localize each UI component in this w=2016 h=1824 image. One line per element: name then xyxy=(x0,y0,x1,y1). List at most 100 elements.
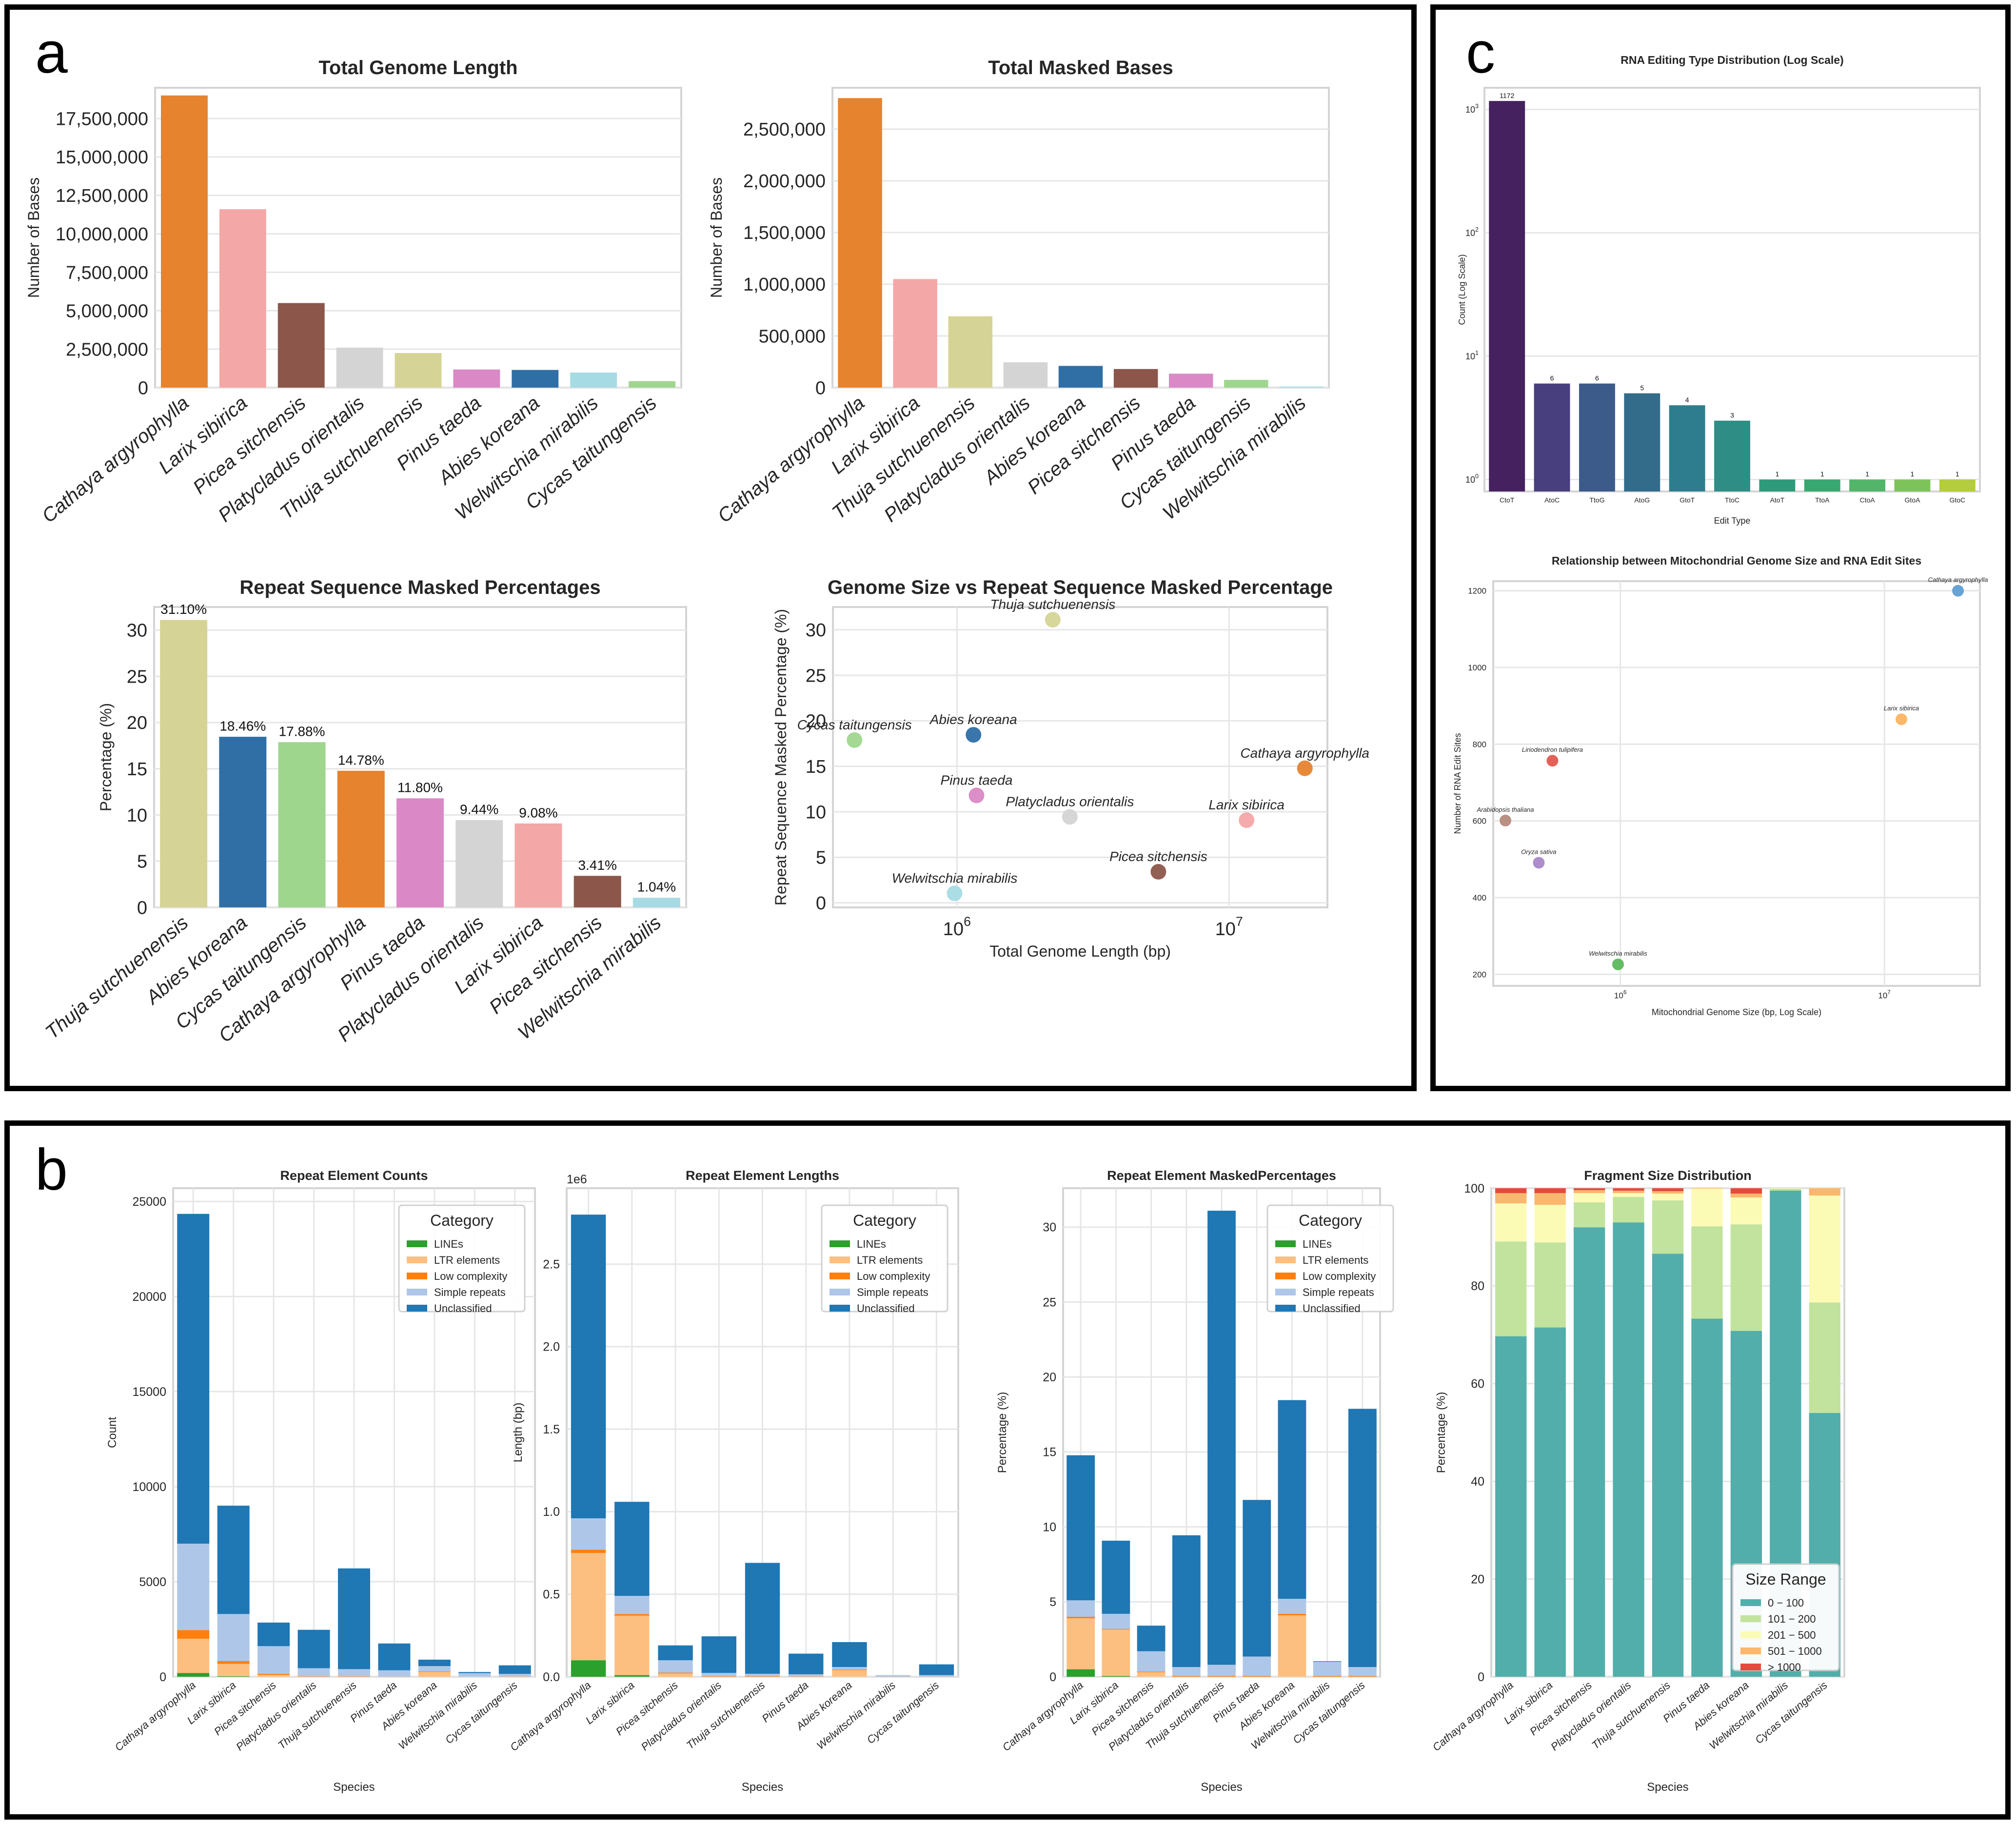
bar-platycladus-orientalis xyxy=(336,348,383,388)
bar-atot xyxy=(1759,479,1796,491)
legend-title: Category xyxy=(853,1212,916,1229)
segment-501-1000-platycladus-orientalis xyxy=(1613,1191,1644,1194)
y-tick-label: 40 xyxy=(1471,1475,1484,1489)
bar-gtoa xyxy=(1894,479,1931,491)
legend-entry: 101 − 200 xyxy=(1768,1613,1816,1625)
legend-entry: > 1000 xyxy=(1768,1661,1801,1673)
point-label: Cycas taitungensis xyxy=(797,717,912,732)
bar-welwitschia-mirabilis xyxy=(570,373,617,388)
x-axis-label: Species xyxy=(333,1781,375,1794)
legend-swatch xyxy=(1275,1289,1296,1295)
bar-larix-sibirica xyxy=(514,823,562,907)
point-abies-koreana xyxy=(966,727,982,743)
data-label: 4 xyxy=(1685,396,1689,404)
point-label: Cathaya argyrophylla xyxy=(1928,576,1988,584)
y-tick-label: 0 xyxy=(1049,1670,1056,1684)
x-tick-label: Abies koreana xyxy=(141,912,252,1009)
y-axis-label: Count (Log Scale) xyxy=(1457,254,1467,325)
bar-cycas-taitungensis xyxy=(278,742,326,907)
segment-lines-larix-sibirica xyxy=(1102,1676,1130,1677)
point-label: Platycladus orientalis xyxy=(1006,794,1134,809)
y-tick-label: 15000 xyxy=(132,1385,166,1399)
legend-entry: Unclassified xyxy=(434,1302,492,1314)
y-tick-label: 15 xyxy=(1043,1446,1056,1459)
axis-offset-label: 1e6 xyxy=(567,1173,587,1186)
segment-low-complexity-abies-koreana xyxy=(832,1669,867,1670)
chart-a2: Total Masked Bases Number of Bases 0 500,00… xyxy=(708,57,1330,527)
segment-101-200-thuja-sutchuenensis xyxy=(1652,1200,1684,1254)
point-cycas-taitungensis xyxy=(847,732,863,748)
bar-ttoc xyxy=(1714,420,1750,491)
y-tick-label: 30 xyxy=(1043,1221,1056,1235)
legend-entry: 501 − 1000 xyxy=(1768,1645,1822,1657)
segment-ltr-elements-cathaya-argyrophylla xyxy=(177,1639,210,1673)
legend-swatch xyxy=(1740,1615,1761,1622)
segment-unclassified-cathaya-argyrophylla xyxy=(571,1215,606,1519)
bar-gtoc xyxy=(1939,479,1976,491)
legend-entry: 201 − 500 xyxy=(1768,1629,1816,1641)
y-tick-label: 200 xyxy=(1473,970,1486,979)
y-tick-label: 80 xyxy=(1471,1279,1484,1293)
y-axis-label: Number of Bases xyxy=(25,177,42,298)
panel-label-a: a xyxy=(35,20,68,85)
x-tick-label: Cathaya argyrophylla xyxy=(113,1679,198,1753)
segment-ltr-elements-picea-sitchensis xyxy=(257,1675,290,1677)
segment-simple-repeats-picea-sitchensis xyxy=(1137,1651,1166,1672)
data-label: 14.78% xyxy=(338,752,384,767)
x-tick-label: TtoG xyxy=(1589,496,1604,504)
y-tick-label: 1200 xyxy=(1468,587,1486,596)
segment-unclassified-abies-koreana xyxy=(418,1659,451,1667)
x-tick-label: Picea sitchensis xyxy=(1089,1679,1156,1738)
segment-201-500-cathaya-argyrophylla xyxy=(1495,1203,1527,1242)
data-label: 17.88% xyxy=(279,724,325,739)
y-axis-label: Percentage (%) xyxy=(1435,1392,1448,1473)
segment-unclassified-cathaya-argyrophylla xyxy=(1067,1455,1095,1601)
y-axis-label: Repeat Sequence Masked Percentage (%) xyxy=(772,609,790,905)
data-label: 3.41% xyxy=(578,858,616,873)
x-tick-label: Cycas taitungensis xyxy=(1753,1679,1830,1746)
segment-501-1000-pinus-taeda xyxy=(1691,1188,1723,1189)
segment-simple-repeats-larix-sibirica xyxy=(1102,1613,1130,1629)
x-tick-label: 107 xyxy=(1215,914,1243,940)
segment-501-1000-abies-koreana xyxy=(1730,1194,1762,1198)
point-label: Arabidopsis thaliana xyxy=(1476,806,1534,813)
legend-entry: LTR elements xyxy=(857,1254,923,1266)
legend-entry: Low complexity xyxy=(434,1270,507,1282)
bar-ttoa xyxy=(1804,479,1840,491)
data-label: 1172 xyxy=(1500,92,1514,99)
segment-simple-repeats-pinus-taeda xyxy=(789,1674,824,1677)
segment-simple-repeats-thuja-sutchuenensis xyxy=(745,1673,780,1676)
x-tick-label: Thuja sutchuenensis xyxy=(684,1679,768,1751)
chart-c2: Relationship between Mitochondrial Genom… xyxy=(1453,554,1988,1017)
legend-entry: LINEs xyxy=(857,1238,886,1250)
legend-swatch xyxy=(1740,1631,1761,1638)
x-tick-label: 106 xyxy=(1614,989,1627,1000)
y-tick-label: 30 xyxy=(127,621,147,641)
point-label: Pinus taeda xyxy=(941,772,1013,787)
y-tick-label: 1000 xyxy=(1468,663,1486,672)
segment-201-500-pinus-taeda xyxy=(1691,1189,1723,1227)
segment-0-100-pinus-taeda xyxy=(1691,1318,1723,1677)
segment-unclassified-platycladus-orientalis xyxy=(701,1636,736,1673)
segment-low-complexity-cathaya-argyrophylla xyxy=(571,1549,606,1553)
segment-ltr-elements-cathaya-argyrophylla xyxy=(1067,1618,1095,1669)
x-tick-label: CtoA xyxy=(1860,496,1876,504)
segment-unclassified-welwitschia-mirabilis xyxy=(458,1672,491,1673)
chart-title: Repeat Element Lengths xyxy=(686,1168,839,1183)
segment-unclassified-larix-sibirica xyxy=(1102,1540,1130,1614)
segment-low-complexity-thuja-sutchuenensis xyxy=(1207,1676,1236,1677)
data-label: 5 xyxy=(1640,384,1644,392)
legend-entry: 0 − 100 xyxy=(1768,1597,1804,1609)
point-thuja-sutchuenensis xyxy=(1045,612,1061,628)
x-tick-label: GtoT xyxy=(1680,496,1695,504)
y-tick-label: 10 xyxy=(1043,1520,1056,1534)
segment-lines-cathaya-argyrophylla xyxy=(177,1673,210,1677)
segment-unclassified-thuja-sutchuenensis xyxy=(338,1568,370,1669)
bar-abies-koreana xyxy=(219,737,267,907)
bar-platycladus-orientalis xyxy=(455,820,503,907)
x-tick-label: 107 xyxy=(1878,989,1891,1000)
segment-unclassified-thuja-sutchuenensis xyxy=(1207,1211,1236,1665)
y-tick-label: 0 xyxy=(815,378,826,398)
bar-cycas-taitungensis xyxy=(629,381,676,388)
segment-simple-repeats-picea-sitchensis xyxy=(658,1660,693,1673)
